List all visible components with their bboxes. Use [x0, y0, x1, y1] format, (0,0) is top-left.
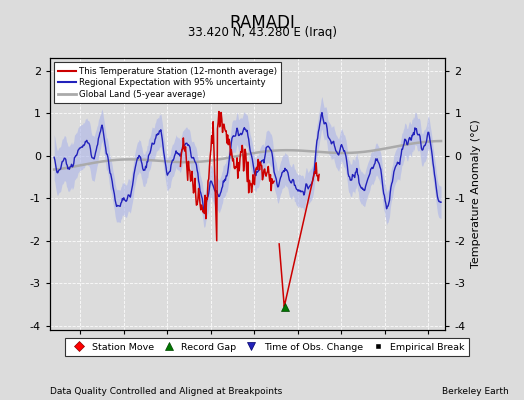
Text: 33.420 N, 43.280 E (Iraq): 33.420 N, 43.280 E (Iraq)	[188, 26, 336, 39]
Legend: This Temperature Station (12-month average), Regional Expectation with 95% uncer: This Temperature Station (12-month avera…	[54, 62, 281, 103]
Text: Data Quality Controlled and Aligned at Breakpoints: Data Quality Controlled and Aligned at B…	[50, 387, 282, 396]
Y-axis label: Temperature Anomaly (°C): Temperature Anomaly (°C)	[471, 120, 481, 268]
Text: RAMADI: RAMADI	[229, 14, 295, 32]
Text: Berkeley Earth: Berkeley Earth	[442, 387, 508, 396]
Legend: Station Move, Record Gap, Time of Obs. Change, Empirical Break: Station Move, Record Gap, Time of Obs. C…	[65, 338, 470, 356]
